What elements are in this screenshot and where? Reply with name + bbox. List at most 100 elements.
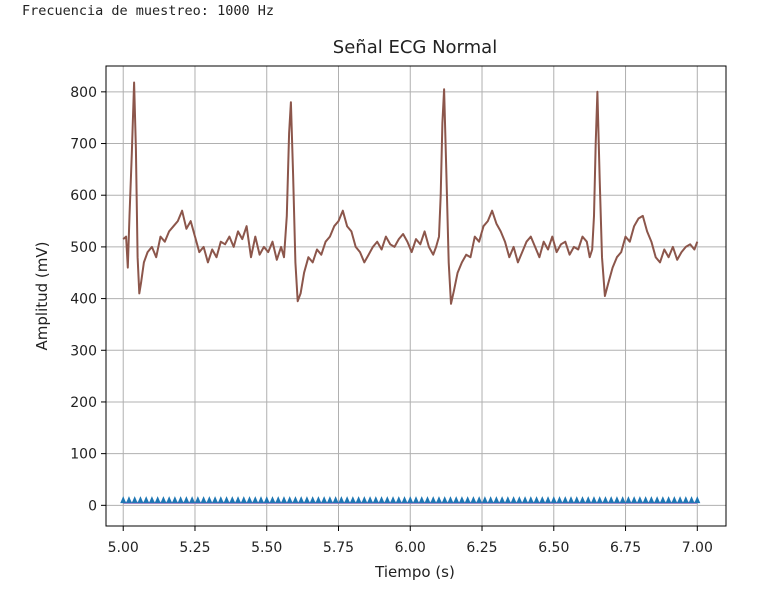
sample-marker [418,496,425,504]
sample-marker [413,496,419,504]
sample-marker [395,496,402,504]
sample-marker [573,496,580,504]
sample-marker [671,496,678,504]
sample-marker [659,496,666,504]
x-tick-label: 6.00 [395,540,426,556]
sample-marker [171,496,178,504]
sample-marker [263,496,270,504]
x-axis-label: Tiempo (s) [374,563,455,581]
plot-frame [105,65,727,527]
x-tick-label: 6.75 [610,540,641,556]
sample-marker [160,496,167,504]
sample-marker [246,496,253,504]
x-tick-label: 7.00 [682,540,713,556]
sample-marker [654,496,661,504]
sample-marker [407,496,414,504]
sample-marker [332,496,339,504]
sample-marker [326,496,333,504]
y-tick-label: 800 [70,85,97,101]
sample-marker [361,496,368,504]
sample-marker [298,496,305,504]
sample-marker [355,496,362,504]
y-axis-label: Amplitud (mV) [33,242,51,351]
sample-marker [619,496,626,504]
x-tick-label: 6.50 [538,540,569,556]
grid [106,66,726,526]
sample-marker [125,496,132,504]
sample-marker [131,496,138,504]
sample-marker [200,496,207,504]
sample-marker [217,496,224,504]
sample-marker [321,496,328,504]
sample-marker [636,496,643,504]
sample-marker [143,496,150,504]
sample-marker [481,496,488,504]
sample-marker [275,496,282,504]
sample-marker [562,496,569,504]
sample-marker [625,496,632,504]
sample-marker [390,496,397,504]
sample-marker [631,496,638,504]
sample-marker [510,496,517,504]
sample-marker [315,496,322,504]
sample-marker [487,496,494,504]
sample-marker [447,496,454,504]
sample-marker [252,496,259,504]
sample-marker [550,496,557,504]
sample-marker [602,496,609,504]
sample-marker [545,496,552,504]
sample-marker [424,496,431,504]
sample-marker [344,496,351,504]
sample-marker [349,496,356,504]
sample-marker [183,496,190,504]
sample-marker [590,496,597,504]
sample-marker [694,496,701,504]
sample-marker [470,496,477,504]
y-axis-ticks: 0 100 200 300 400 500 600 700 800 [70,85,106,514]
sample-marker [504,496,511,504]
y-tick-label: 300 [70,343,97,359]
y-tick-label: 200 [70,395,97,411]
sample-marker [240,496,247,504]
sample-marker [235,496,242,504]
sample-marker [367,496,374,504]
sample-marker [493,496,500,504]
y-tick-label: 600 [70,188,97,204]
sample-marker [292,496,299,504]
sample-marker [223,496,230,504]
sample-marker [137,496,144,504]
sample-marker [642,496,649,504]
chart-title: Señal ECG Normal [333,37,497,58]
sample-marker [338,496,345,504]
ecg-series-line [122,81,699,305]
sample-marker [148,496,155,504]
y-tick-label: 700 [70,137,97,153]
sample-marker [533,496,540,504]
sample-marker [516,496,523,504]
sample-marker [665,496,672,504]
sample-marker [206,496,213,504]
sample-marker [286,496,293,504]
sample-marker [435,496,442,504]
output-text: Frecuencia de muestreo: 1000 Hz [22,3,274,19]
sample-marker [384,496,391,504]
sample-marker [229,496,236,504]
y-tick-label: 100 [70,447,97,463]
sample-marker [453,496,460,504]
sample-marker [441,496,448,504]
sample-marker [177,496,184,504]
sample-marker [579,496,586,504]
sample-marker [613,496,620,504]
x-tick-label: 5.75 [323,540,354,556]
x-tick-label: 5.50 [251,540,282,556]
sample-marker [688,496,695,504]
sample-marker [372,496,379,504]
x-tick-label: 5.25 [179,540,210,556]
sample-marker [499,496,506,504]
sample-marker [464,496,471,504]
x-tick-label: 6.25 [466,540,497,556]
sample-marker [430,496,437,504]
y-tick-label: 0 [88,498,97,514]
sample-marker [303,496,310,504]
